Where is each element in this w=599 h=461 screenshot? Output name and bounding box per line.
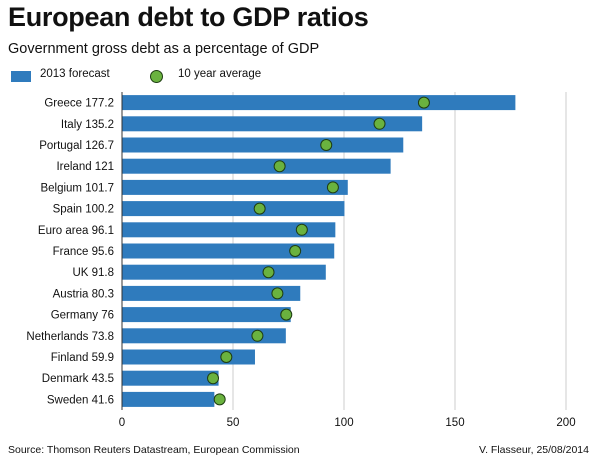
category-label: Portugal 126.7 [39,140,114,152]
average-dot [213,393,226,406]
bar [122,201,345,217]
average-dot [273,160,286,173]
category-label: Italy 135.2 [61,119,114,131]
bar [122,391,215,407]
category-label: Belgium 101.7 [40,182,114,194]
x-tick-label: 200 [556,417,575,429]
category-label: Euro area 96.1 [38,225,114,237]
category-label: Sweden 41.6 [47,394,114,406]
category-label: Netherlands 73.8 [26,331,114,343]
bar [122,137,404,153]
x-tick-label: 50 [227,417,240,429]
average-dot [262,266,275,279]
bar [122,264,326,280]
bar [122,307,291,323]
category-label: France 95.6 [53,246,114,258]
category-label: Spain 100.2 [53,204,114,216]
average-dot [280,308,293,321]
source-note: Source: Thomson Reuters Datastream, Euro… [8,444,300,456]
category-label: Germany 76 [51,310,114,322]
bar [122,222,336,238]
bar [122,116,423,132]
bar [122,243,335,259]
category-label: Denmark 43.5 [42,373,114,385]
chart-subtitle: Government gross debt as a percentage of… [8,41,320,57]
average-dot [220,351,233,363]
category-label: Ireland 121 [56,161,114,173]
average-dot [207,372,220,385]
bar [122,285,301,301]
bar [122,179,348,195]
category-label: Austria 80.3 [53,288,114,300]
category-label: Greece 177.2 [44,98,114,110]
bar [122,328,286,344]
bar [122,349,255,365]
average-dot [417,96,430,109]
bar [122,95,516,111]
average-dot [326,181,339,194]
category-label: Finland 59.9 [51,352,114,364]
average-dot [373,117,386,130]
x-tick-label: 150 [445,417,464,429]
average-dot [289,245,302,257]
bar [122,158,391,174]
average-dot [295,223,308,236]
bar [122,370,219,386]
average-dot [271,287,284,300]
average-dot [251,329,264,342]
category-label: UK 91.8 [72,267,114,279]
x-tick-label: 0 [119,417,125,429]
x-tick-label: 100 [334,417,353,429]
average-dot [253,202,266,215]
chart-title: European debt to GDP ratios [8,2,369,32]
credit-note: V. Flasseur, 25/08/2014 [479,444,589,456]
average-dot [320,139,333,151]
